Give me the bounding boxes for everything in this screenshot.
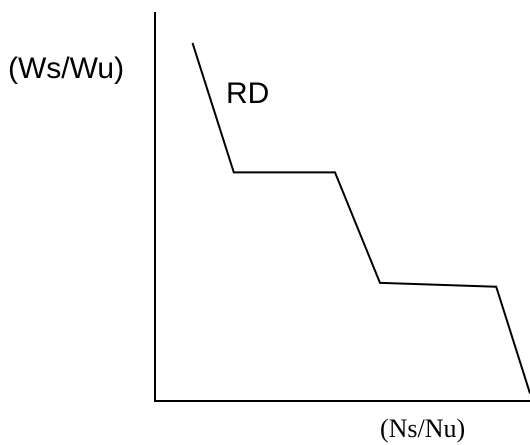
series-label-rd: RD — [226, 77, 269, 110]
y-axis-label: (Ws/Wu) — [8, 52, 124, 85]
series-line-rd — [191, 42, 530, 394]
x-axis-label: (Ns/Nu) — [380, 414, 465, 443]
